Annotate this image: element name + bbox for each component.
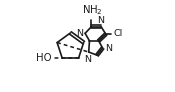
Text: Cl: Cl	[113, 29, 122, 38]
Text: HO: HO	[36, 53, 51, 63]
Text: N: N	[84, 55, 91, 64]
Text: NH$_2$: NH$_2$	[82, 4, 102, 17]
Text: N: N	[97, 16, 104, 25]
Text: N: N	[105, 44, 112, 53]
Text: N: N	[76, 29, 83, 38]
